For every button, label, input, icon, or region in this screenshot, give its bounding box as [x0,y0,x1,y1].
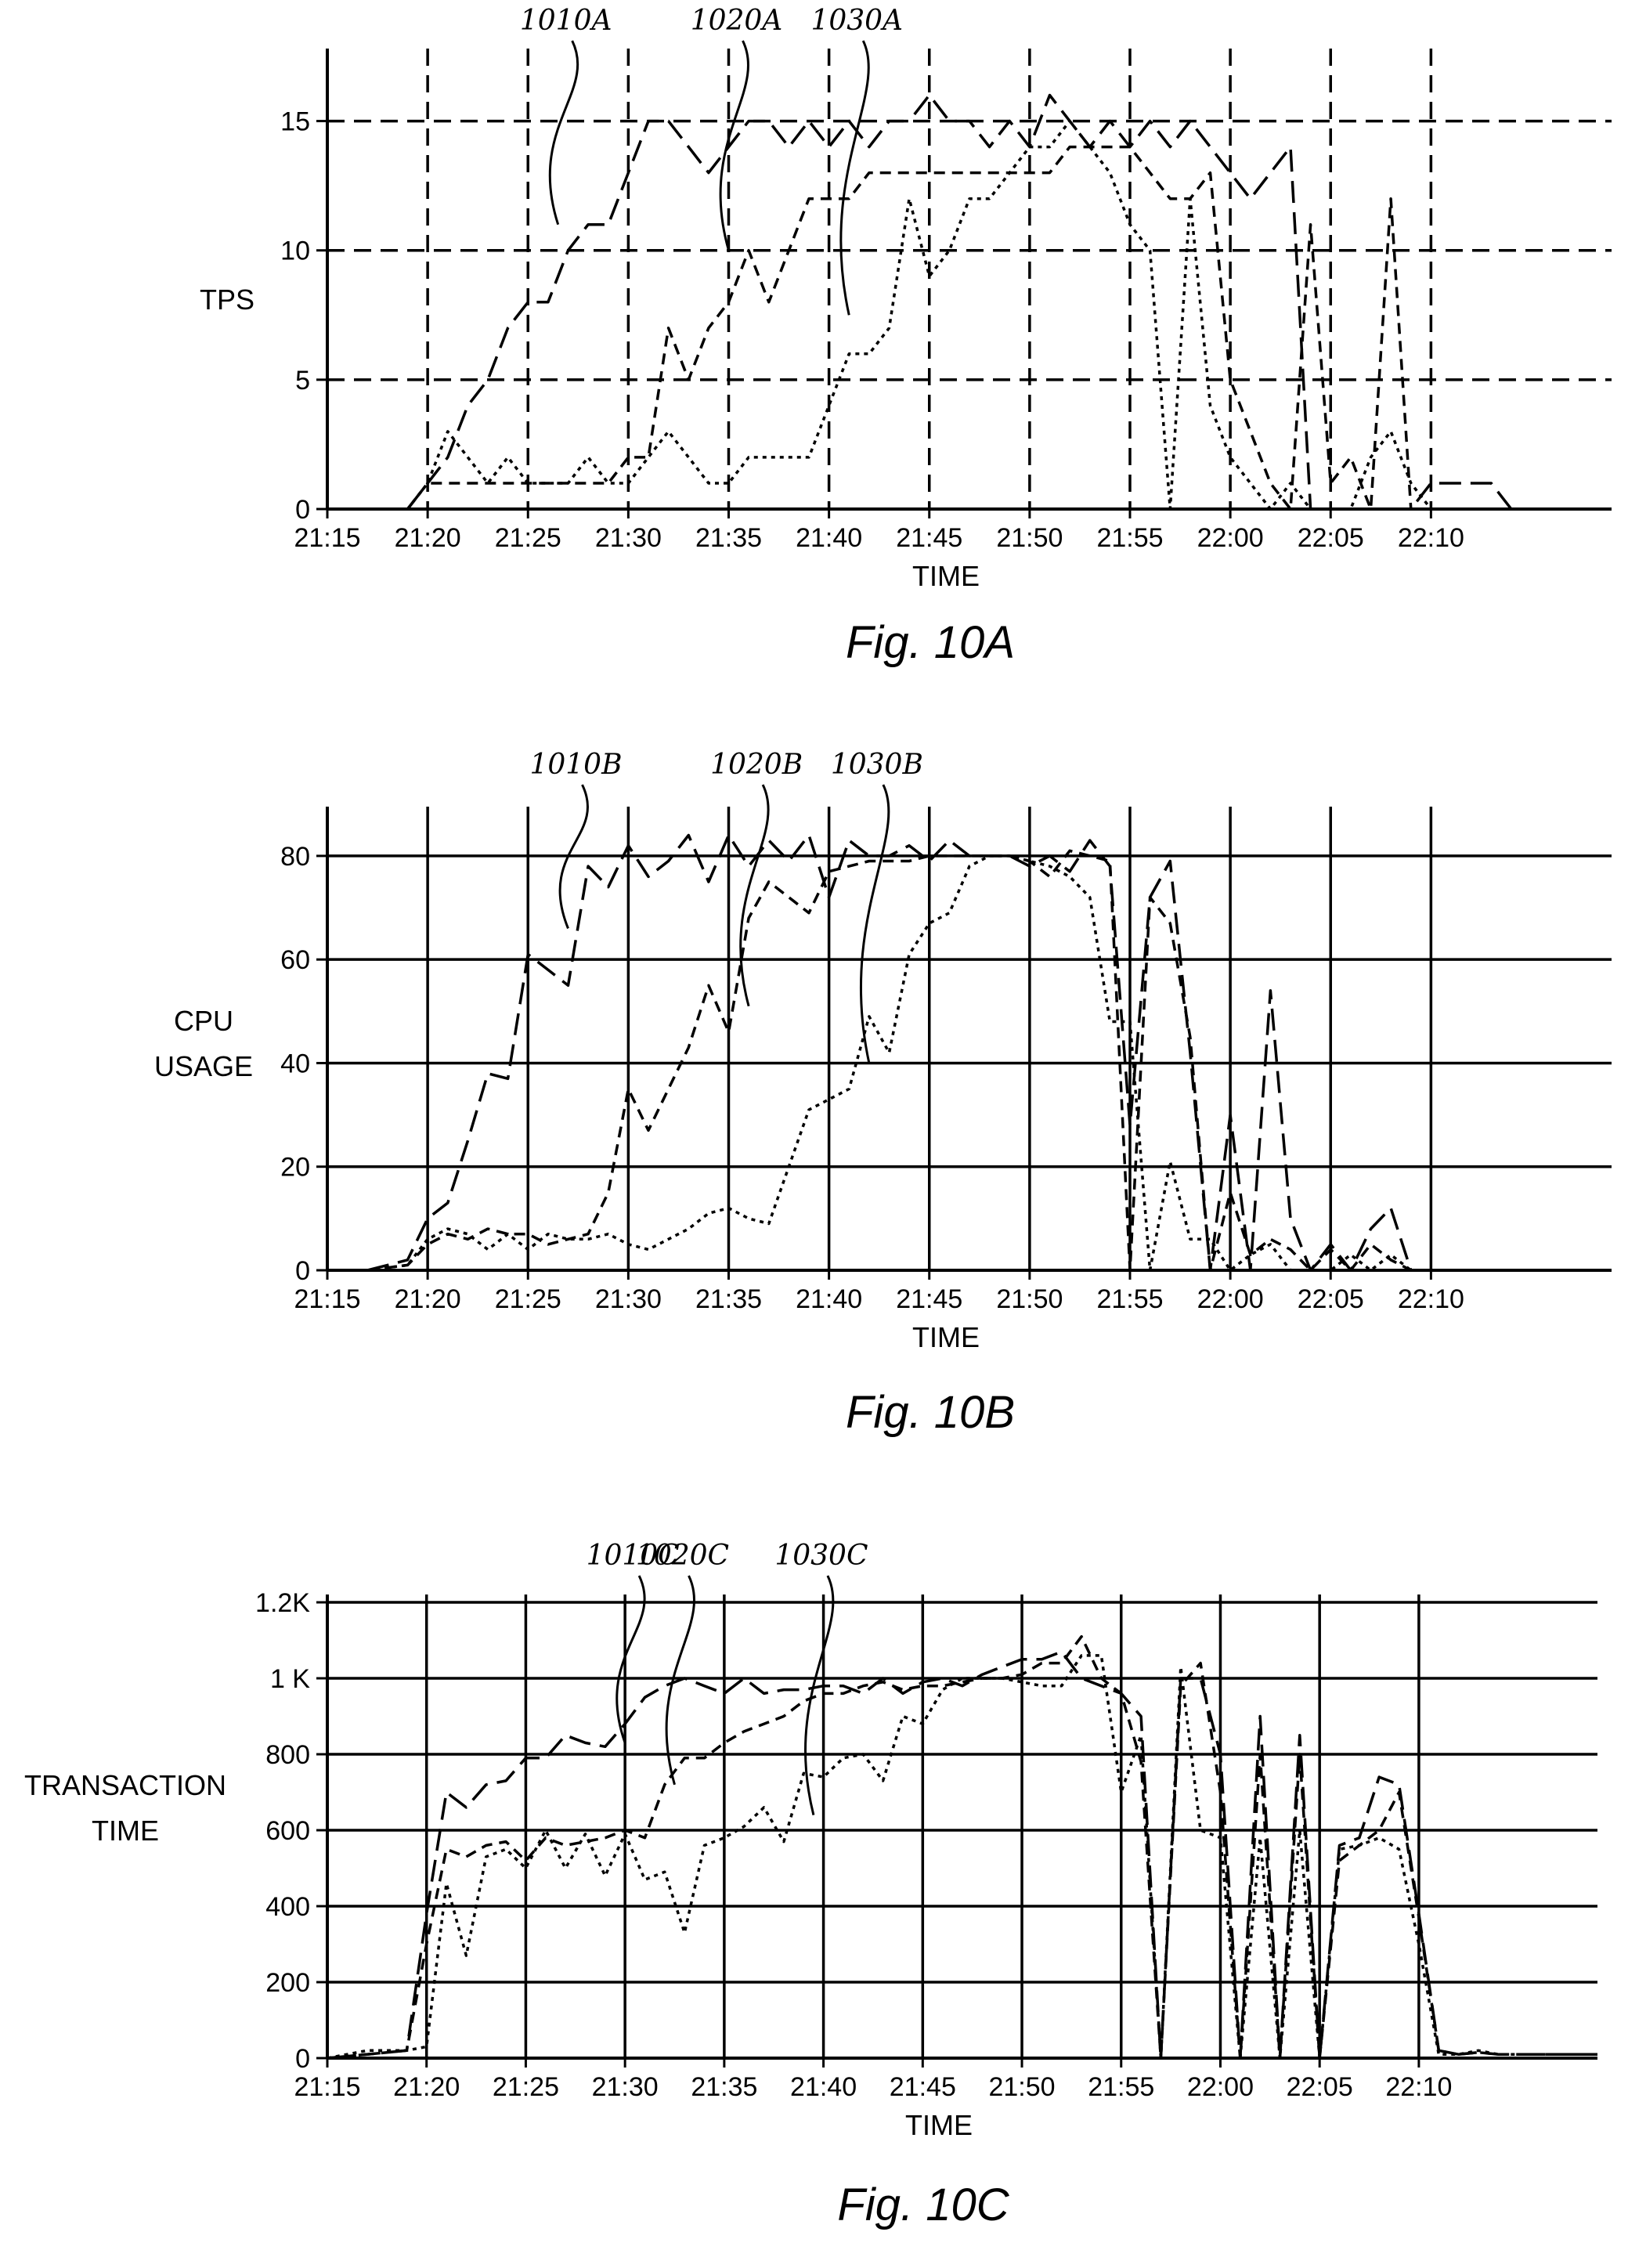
y-tick-label: 20 [280,1153,310,1183]
figure-caption: Fig. 10A [846,617,1015,668]
y-tick-label: 1.2K [255,1588,310,1618]
y-axis-title: TRANSACTION [24,1769,226,1801]
x-tick-label: 22:10 [1385,2072,1452,2102]
x-tick-label: 21:25 [493,2072,559,2102]
series-line-1030B [367,854,1592,1272]
reference-label-1020C: 1020C [636,1540,729,1572]
x-tick-label: 21:45 [890,2072,956,2102]
y-tick-label: 1 K [270,1664,310,1694]
x-tick-label: 21:30 [592,2072,659,2102]
x-tick-label: 22:05 [1287,2072,1353,2102]
x-tick-label: 22:05 [1298,1284,1364,1314]
y-tick-label: 15 [280,107,310,137]
series-line-1010B [366,833,1592,1272]
reference-label-1020A: 1020A [691,5,783,37]
series-line-1020B [367,849,1592,1272]
x-tick-label: 21:55 [1096,1284,1163,1314]
x-axis-title: TIME [912,1321,980,1353]
x-tick-label: 21:20 [395,1284,461,1314]
reference-label-1010C: 1010C [587,1540,680,1572]
x-tick-label: 21:50 [996,523,1063,553]
x-tick-label: 21:45 [896,1284,962,1314]
reference-label-1010A: 1010A [520,5,612,37]
x-tick-label: 21:35 [695,523,762,553]
leader-line-1030A [839,40,870,316]
x-tick-label: 21:40 [796,1284,862,1314]
reference-label-1030A: 1030A [810,5,903,37]
x-tick-label: 21:15 [294,523,360,553]
y-tick-label: 200 [265,1968,310,1998]
series-line-1010C [327,1650,1597,2060]
x-tick-label: 22:00 [1197,1284,1264,1314]
leader-line-1010A [548,40,579,226]
x-axis-title: TIME [912,560,980,592]
x-tick-label: 21:40 [796,523,862,553]
x-tick-label: 21:15 [294,1284,360,1314]
figure-caption: Fig. 10C [837,2180,1009,2230]
x-tick-label: 21:35 [691,2072,757,2102]
x-axis-title: TIME [905,2109,973,2141]
x-tick-label: 21:25 [495,1284,561,1314]
y-tick-label: 40 [280,1049,310,1078]
x-tick-label: 22:05 [1298,523,1364,553]
x-tick-label: 21:45 [896,523,962,553]
leader-line-1020B [739,784,770,1007]
leader-line-1030C [804,1575,835,1815]
reference-label-1030C: 1030C [774,1540,868,1572]
series-line-1030A [406,119,1592,511]
y-tick-label: 5 [295,366,310,395]
x-tick-label: 21:35 [695,1284,762,1314]
x-tick-label: 21:50 [996,1284,1063,1314]
leader-line-1020C [665,1575,696,1786]
figure-caption: Fig. 10B [846,1387,1015,1438]
chart-10C: 21:15 21:20 21:25 21:30 21:35 21:40 21:45 21:50… [24,1540,1597,2230]
x-tick-label: 21:40 [790,2072,857,2102]
reference-label-1030B: 1030B [831,749,923,781]
x-tick-label: 21:20 [393,2072,460,2102]
y-tick-label: 60 [280,945,310,975]
x-tick-label: 21:25 [495,523,561,553]
leader-line-1020A [719,40,750,251]
leader-line-1010C [615,1575,646,1743]
x-tick-label: 21:50 [988,2072,1055,2102]
x-tick-label: 22:00 [1197,523,1264,553]
x-tick-label: 22:00 [1187,2072,1254,2102]
y-axis-title: TIME [92,1815,159,1847]
reference-label-1020B: 1020B [710,749,803,781]
chart-10B: 21:15 21:20 21:25 21:30 21:35 21:40 21:45 21:50… [154,749,1612,1438]
leader-line-1030B [859,784,890,1064]
x-tick-label: 21:55 [1088,2072,1154,2102]
x-tick-label: 22:10 [1398,523,1464,553]
series-line-1010A [406,93,1592,511]
y-tick-label: 0 [295,1256,310,1286]
x-tick-label: 21:30 [595,523,662,553]
y-tick-label: 800 [265,1740,310,1770]
x-tick-label: 22:10 [1398,1284,1464,1314]
x-tick-label: 21:55 [1096,523,1163,553]
series-line-1020C [327,1634,1597,2060]
y-tick-label: 400 [265,1892,310,1922]
y-tick-label: 600 [265,1816,310,1846]
x-tick-label: 21:30 [595,1284,662,1314]
y-axis-title: CPU [174,1005,233,1037]
x-tick-label: 21:20 [395,523,461,553]
y-axis-title: USAGE [154,1050,253,1082]
y-tick-label: 0 [295,2044,310,2074]
y-axis-title: TPS [200,284,254,316]
y-tick-label: 10 [280,237,310,266]
y-tick-label: 0 [295,495,310,525]
series-line-1030C [327,1654,1597,2060]
leader-line-1010B [558,784,589,930]
chart-10A: 21:15 21:20 21:25 21:30 21:35 21:40 21:45 21:50… [200,5,1612,668]
reference-label-1010B: 1010B [529,749,622,781]
series-line-1020A [406,145,1592,511]
y-tick-label: 80 [280,842,310,872]
x-tick-label: 21:15 [294,2072,360,2102]
